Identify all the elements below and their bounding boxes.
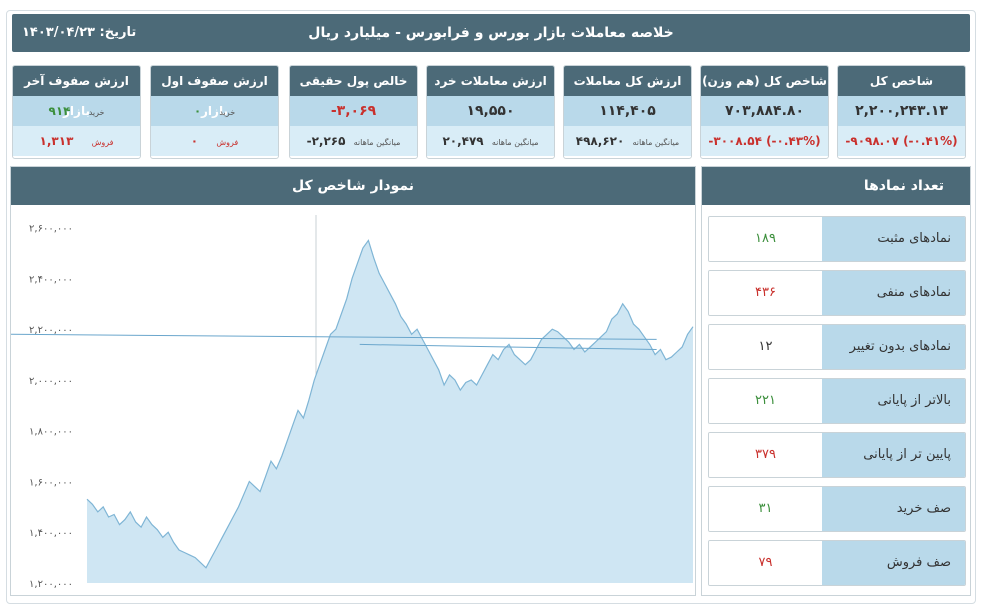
chart-title: نمودار شاخص کل [11,167,695,205]
card-title: خالص پول حقیقی [290,66,417,96]
chart-series-line [86,239,694,569]
card-last-queue-value: ارزش صفوف آخر بازار خرید ۹۱۴ فروش ۱,۳۱۳ [12,65,141,159]
card-title: شاخص کل (هم وزن) [701,66,828,96]
count-label: نمادهای منفی [822,271,965,315]
monthly-average-label: میانگین ماهانه [491,138,539,147]
count-label: نمادهای بدون تغییر [822,325,965,369]
count-value: ۳۱ [709,487,822,531]
report-date: تاریخ: ۱۴۰۳/۰۴/۲۳ [22,14,136,52]
y-tick-label: ۱,۸۰۰,۰۰۰ [29,427,73,438]
count-label: صف فروش [822,541,965,585]
count-value: ۲۲۱ [709,379,822,423]
monthly-average-label: میانگین ماهانه [353,138,401,147]
date-label: تاریخ: [99,25,137,40]
y-tick-label: ۱,۲۰۰,۰۰۰ [29,579,73,590]
count-value: ۱۸۹ [709,217,822,261]
count-label: نمادهای مثبت [822,217,965,261]
y-tick-label: ۲,۴۰۰,۰۰۰ [29,274,73,285]
card-equal-weight-index: شاخص کل (هم وزن) ۷۰۳,۸۸۴.۸۰ -۳۰۰۸.۵۴ (-۰… [700,65,829,159]
chart-area [87,240,693,583]
card-title: ارزش معاملات خرد [427,66,554,96]
page-title: خلاصه معاملات بازار بورس و فرابورس - میل… [308,25,674,41]
card-monthly-average: میانگین ماهانه ۴۹۸,۶۲۰ [564,126,691,156]
buy-queue-row: خرید ۰ [151,96,278,126]
index-chart[interactable]: ۱,۲۰۰,۰۰۰ ۱,۴۰۰,۰۰۰ ۱,۶۰۰,۰۰۰ ۱,۸۰۰,۰۰۰ ۲,۰۰… [11,205,695,595]
card-total-trade-value: ارزش کل معاملات ۱۱۴,۴۰۵ میانگین ماهانه ۴… [563,65,692,159]
buy-label: خرید [88,108,105,117]
sell-queue-row: فروش ۱,۳۱۳ [13,126,140,156]
buy-value: ۰ [193,104,202,118]
card-retail-trade-value: ارزش معاملات خرد ۱۹,۵۵۰ میانگین ماهانه ۲… [426,65,555,159]
buy-value: ۹۱۴ [48,104,71,118]
card-value: -۳,۰۶۹ [290,96,417,126]
card-monthly-average: میانگین ماهانه ۲۰,۴۷۹ [427,126,554,156]
y-tick-label: ۲,۰۰۰,۰۰۰ [29,376,73,387]
card-value: ۲,۲۰۰,۲۴۳.۱۳ [838,96,965,126]
card-title: ارزش کل معاملات [564,66,691,96]
card-monthly-average: میانگین ماهانه -۲,۲۶۵ [290,126,417,156]
card-value: ۱۱۴,۴۰۵ [564,96,691,126]
card-total-index: شاخص کل ۲,۲۰۰,۲۴۳.۱۳ -۹۰۹۸.۰۷ (-۰.۴۱%) [837,65,966,159]
sell-value: ۱,۳۱۳ [39,134,74,148]
count-label: پایین تر از پایانی [822,433,965,477]
card-value: ۱۹,۵۵۰ [427,96,554,126]
y-tick-label: ۲,۶۰۰,۰۰۰ [29,224,73,235]
count-value: ۷۹ [709,541,822,585]
card-title: شاخص کل [838,66,965,96]
card-first-queue-value: ارزش صفوف اول بازار خرید ۰ فروش ۰ [150,65,279,159]
count-row-sell-queue: صف فروش ۷۹ [708,540,966,586]
y-tick-label: ۱,۶۰۰,۰۰۰ [29,477,73,488]
count-value: ۳۷۹ [709,433,822,477]
buy-label: خرید [219,108,236,117]
card-value: ۷۰۳,۸۸۴.۸۰ [701,96,828,126]
counts-title: تعداد نمادها [702,167,970,205]
monthly-average-value: ۲۰,۴۷۹ [442,134,484,148]
summary-header: خلاصه معاملات بازار بورس و فرابورس - میل… [12,14,970,52]
index-chart-panel: نمودار شاخص کل ۱,۲۰۰,۰۰۰ ۱,۴۰۰,۰۰۰ ۱,۶۰۰,۰… [10,166,696,596]
count-row-unchanged: نمادهای بدون تغییر ۱۲ [708,324,966,370]
sell-queue-row: فروش ۰ [151,126,278,156]
y-tick-label: ۲,۲۰۰,۰۰۰ [29,325,73,336]
sell-label: فروش [216,138,239,147]
count-value: ۴۳۶ [709,271,822,315]
count-label: بالاتر از پایانی [822,379,965,423]
monthly-average-value: ۴۹۸,۶۲۰ [575,134,625,148]
monthly-average-label: میانگین ماهانه [632,138,680,147]
date-value: ۱۴۰۳/۰۴/۲۳ [22,25,95,40]
card-title: ارزش صفوف آخر بازار [13,66,140,118]
symbol-counts-panel: تعداد نمادها نمادهای مثبت ۱۸۹ نمادهای من… [701,166,971,596]
count-value: ۱۲ [709,325,822,369]
card-net-individual-money: خالص پول حقیقی -۳,۰۶۹ میانگین ماهانه -۲,… [289,65,418,159]
count-label: صف خرید [822,487,965,531]
count-row-buy-queue: صف خرید ۳۱ [708,486,966,532]
sell-label: فروش [91,138,114,147]
count-row-above-close: بالاتر از پایانی ۲۲۱ [708,378,966,424]
count-row-positive: نمادهای مثبت ۱۸۹ [708,216,966,262]
count-row-negative: نمادهای منفی ۴۳۶ [708,270,966,316]
chart-reference-line [11,333,657,351]
card-change: -۳۰۰۸.۵۴ (-۰.۴۳%) [701,126,828,156]
sell-value: ۰ [190,134,199,148]
card-title: ارزش صفوف اول بازار [151,66,278,118]
monthly-average-value: -۲,۲۶۵ [306,134,346,148]
count-row-below-close: پایین تر از پایانی ۳۷۹ [708,432,966,478]
y-tick-label: ۱,۴۰۰,۰۰۰ [29,528,73,539]
card-change: -۹۰۹۸.۰۷ (-۰.۴۱%) [838,126,965,156]
buy-queue-row: خرید ۹۱۴ [13,96,140,126]
